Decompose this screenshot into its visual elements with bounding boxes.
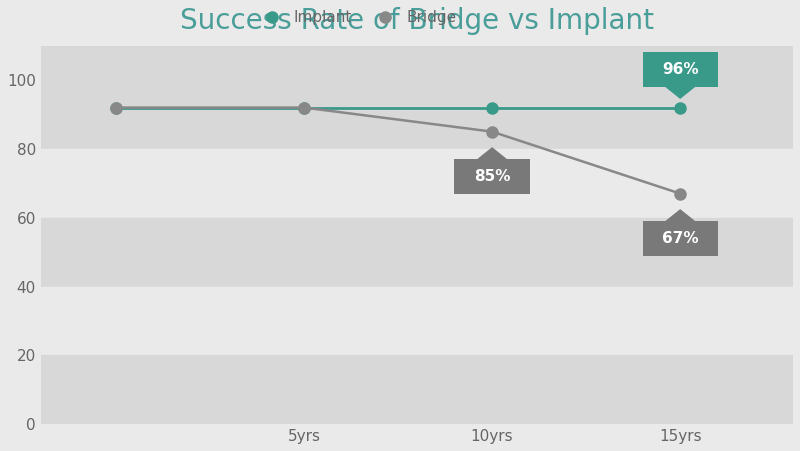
- Bridge: [111, 105, 121, 110]
- FancyBboxPatch shape: [642, 221, 718, 256]
- Bar: [41, 355, 793, 424]
- Legend: Implant, Bridge: Implant, Bridge: [250, 4, 463, 31]
- Line: Bridge: Bridge: [110, 102, 686, 199]
- Bar: [41, 218, 793, 286]
- Implant: [111, 105, 121, 110]
- Text: 96%: 96%: [662, 62, 698, 77]
- Bar: [41, 286, 793, 355]
- Text: 85%: 85%: [474, 169, 510, 184]
- Bridge: [487, 129, 497, 134]
- Bridge: [299, 105, 309, 110]
- FancyBboxPatch shape: [454, 159, 530, 193]
- Bar: [41, 149, 793, 218]
- Bridge: [675, 191, 685, 196]
- Line: Implant: Implant: [110, 102, 686, 113]
- FancyBboxPatch shape: [642, 52, 718, 87]
- Text: 67%: 67%: [662, 231, 698, 246]
- Title: Success Rate of Bridge vs Implant: Success Rate of Bridge vs Implant: [180, 7, 654, 35]
- Polygon shape: [477, 147, 507, 159]
- Implant: [299, 105, 309, 110]
- Implant: [487, 105, 497, 110]
- Bar: [41, 46, 793, 149]
- Polygon shape: [665, 87, 695, 99]
- Polygon shape: [665, 209, 695, 221]
- Implant: [675, 105, 685, 110]
